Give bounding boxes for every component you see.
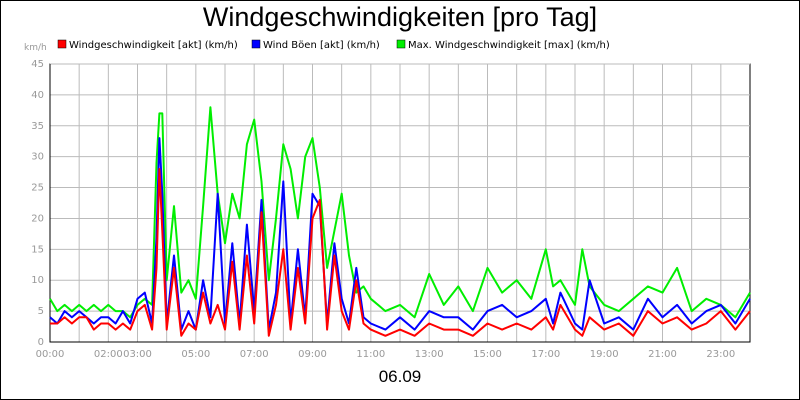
x-tick-label: 00:00: [36, 349, 65, 360]
y-tick-label: 5: [38, 306, 44, 317]
legend-label: Windgeschwindigkeit [akt] (km/h): [69, 40, 238, 51]
series-lines: [49, 106, 751, 337]
legend-swatch: [396, 39, 406, 49]
x-tick-label: 17:00: [531, 349, 560, 360]
y-tick-label: 10: [31, 275, 44, 286]
y-axis-unit: km/h: [24, 43, 47, 53]
x-tick-label: 15:00: [473, 349, 502, 360]
y-tick-label: 30: [31, 152, 44, 163]
series-line-wind-max: [49, 106, 751, 319]
y-tick-label: 40: [31, 90, 44, 101]
series-line-wind-akt: [50, 168, 751, 337]
y-axis-ticks: 0 5 10 15 20 25 30 35 40 45: [31, 59, 44, 348]
x-tick-label: 03:00: [123, 349, 152, 360]
y-tick-label: 45: [31, 59, 44, 70]
legend-item: Max. Windgeschwindigkeit [max] (km/h): [396, 39, 610, 51]
legend-label: Wind Böen [akt] (km/h): [263, 40, 380, 51]
x-tick-label: 19:00: [590, 349, 619, 360]
legend-label: Max. Windgeschwindigkeit [max] (km/h): [408, 40, 610, 51]
legend: Windgeschwindigkeit [akt] (km/h) Wind Böe…: [57, 39, 610, 51]
x-tick-label: 11:00: [356, 349, 385, 360]
date-label: 06.09: [378, 367, 422, 386]
y-tick-label: 35: [31, 121, 44, 132]
plot-grid: [49, 63, 751, 343]
legend-swatch: [57, 39, 67, 49]
x-tick-label: 23:00: [706, 349, 735, 360]
legend-item: Windgeschwindigkeit [akt] (km/h): [57, 39, 238, 51]
legend-swatch: [251, 39, 261, 49]
y-tick-label: 15: [31, 244, 44, 255]
y-tick-label: 25: [31, 183, 44, 194]
x-tick-label: 05:00: [181, 349, 210, 360]
x-tick-label: 13:00: [415, 349, 444, 360]
chart-title: Windgeschwindigkeiten [pro Tag]: [202, 2, 598, 32]
legend-item: Wind Böen [akt] (km/h): [251, 39, 380, 51]
x-tick-label: 02:00: [94, 349, 123, 360]
x-axis-ticks: 00:00 02:00 03:00 05:00 07:00 09:00 11:00 13:00…: [36, 349, 736, 360]
y-tick-label: 20: [31, 213, 44, 224]
y-tick-label: 0: [38, 337, 44, 348]
x-tick-label: 07:00: [240, 349, 269, 360]
x-tick-label: 09:00: [298, 349, 327, 360]
x-tick-label: 21:00: [648, 349, 677, 360]
